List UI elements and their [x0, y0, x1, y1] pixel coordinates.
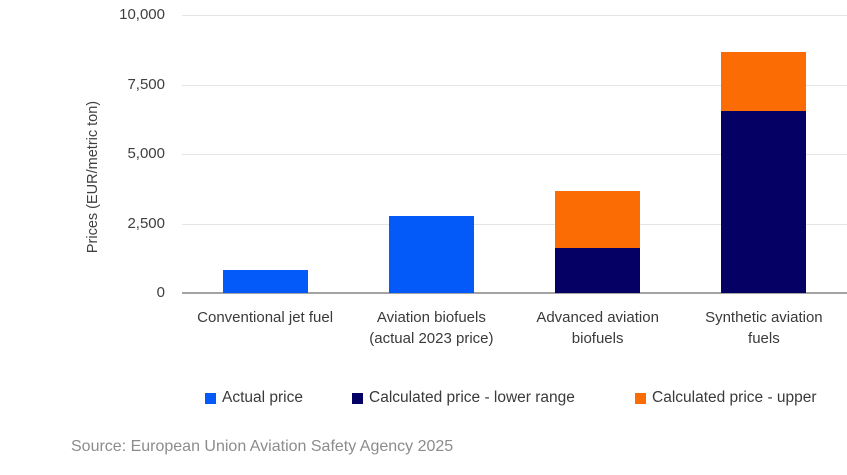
gridline [182, 84, 847, 86]
gridline [182, 15, 847, 16]
x-category-label: Advanced aviation biofuels [536, 309, 659, 347]
bar-segment [721, 110, 807, 293]
y-tick-label: 2,500 [127, 214, 165, 232]
bar-segment [222, 270, 308, 293]
x-category-label: Synthetic aviation fuels [705, 309, 823, 347]
x-category-label: Conventional jet fuel [197, 309, 334, 326]
legend-label: Actual price [222, 389, 303, 406]
legend-item: Actual price [205, 389, 303, 407]
legend-swatch [352, 392, 363, 404]
bar-segment [555, 247, 641, 293]
y-tick-label: 7,500 [127, 75, 165, 93]
legend-item: Calculated price - lower range [352, 389, 575, 407]
x-category-label: Aviation biofuels (actual 2023 price) [369, 309, 494, 347]
gridline [182, 154, 847, 155]
y-axis-title-text: Prices (EUR/metric ton) [85, 100, 101, 254]
source-note: Source: European Union Aviation Safety A… [71, 438, 454, 455]
bar-segment [555, 190, 641, 248]
y-tick-label: 10,000 [119, 6, 165, 23]
legend-swatch [205, 392, 216, 404]
legend-label: Calculated price - lower range [369, 389, 575, 406]
y-tick-label: 0 [156, 284, 165, 301]
bar-segment [388, 216, 474, 293]
x-axis-line [182, 292, 847, 294]
legend-label: Calculated price - upper [652, 389, 817, 406]
bar-segment [721, 51, 807, 111]
gridline [182, 223, 847, 225]
legend-swatch [635, 392, 646, 404]
legend-item: Calculated price - upper [635, 389, 817, 407]
y-tick-label: 5,000 [127, 145, 165, 162]
